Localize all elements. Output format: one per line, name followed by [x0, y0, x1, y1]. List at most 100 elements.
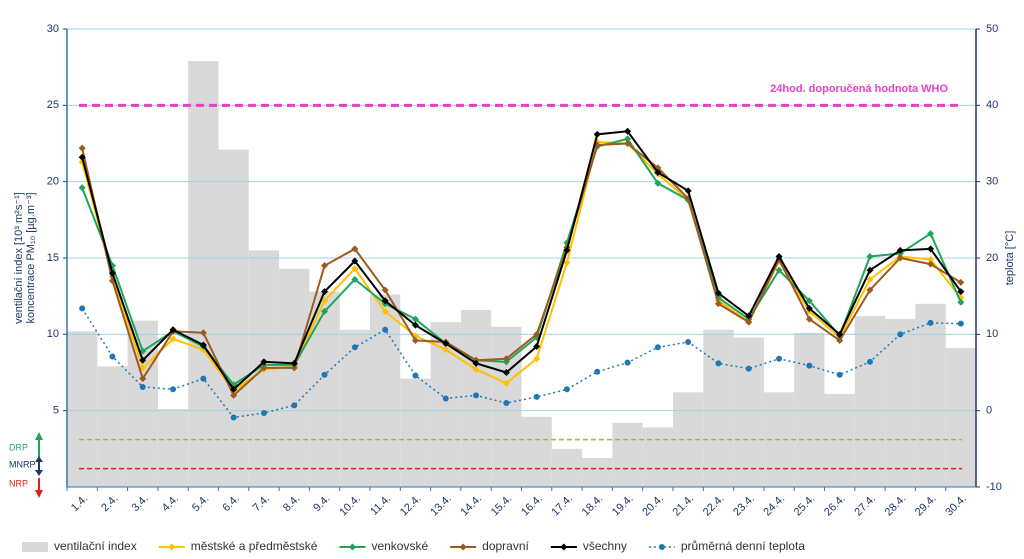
marker	[533, 330, 541, 338]
lines	[78, 127, 965, 421]
marker	[381, 307, 389, 315]
y-axis-title: koncentrace PM₁₀ [µg.m⁻³]	[25, 192, 37, 323]
marker	[745, 318, 753, 326]
marker	[199, 341, 207, 349]
x-tick-label: 21.4.	[671, 493, 697, 519]
marker	[351, 245, 359, 253]
x-tick-label: 16.4.	[519, 493, 545, 519]
line	[81, 307, 961, 419]
bar	[400, 378, 431, 487]
y2-tick-label: 30	[986, 176, 998, 188]
marker	[624, 359, 631, 366]
marker	[714, 300, 722, 308]
marker	[290, 364, 298, 372]
marker	[381, 286, 389, 294]
line	[81, 130, 962, 391]
grid	[67, 28, 976, 412]
marker	[866, 286, 874, 294]
marker	[927, 260, 935, 268]
marker	[503, 400, 510, 407]
reference-label: 24hod. doporučená hodnota WHO	[770, 83, 948, 95]
x-tick-label: 14.4.	[458, 493, 484, 519]
bar	[824, 393, 855, 487]
bar	[370, 294, 401, 487]
bar	[945, 348, 976, 487]
marker	[775, 266, 783, 274]
marker	[169, 335, 177, 343]
y2-tick-label: -10	[986, 481, 1002, 493]
bar	[854, 316, 886, 487]
marker	[230, 385, 238, 393]
threshold-arrows	[35, 432, 43, 498]
marker	[442, 346, 450, 354]
marker	[654, 344, 661, 351]
x-tick-label: 1.4.	[69, 493, 90, 514]
legend-label: ventilační index	[54, 539, 137, 553]
marker	[351, 257, 359, 265]
x-tick-label: 27.4.	[852, 493, 878, 519]
x-tick-label: 25.4.	[792, 493, 818, 519]
bar	[612, 422, 643, 487]
bar	[915, 303, 946, 487]
legend-marker	[459, 543, 467, 551]
x-tick-label: 9.4.	[311, 493, 332, 514]
bar	[885, 319, 916, 487]
marker	[230, 414, 237, 421]
marker	[776, 355, 783, 362]
marker	[78, 153, 86, 161]
y2-axis-title: teplota [°C]	[1004, 231, 1016, 286]
line	[81, 137, 962, 387]
marker	[714, 289, 722, 297]
x-tick-label: 3.4.	[129, 493, 150, 514]
x-tick-label: 10.4.	[337, 493, 363, 519]
bar	[97, 366, 128, 487]
marker	[897, 331, 904, 338]
marker	[473, 392, 480, 399]
marker	[927, 230, 935, 238]
y-tick-label: 5	[53, 405, 59, 417]
y2-tick-label: 0	[986, 405, 992, 417]
marker	[79, 305, 86, 312]
legend-label: venkovské	[371, 539, 428, 553]
x-tick-label: 12.4.	[398, 493, 424, 519]
x-tick-label: 20.4.	[640, 493, 666, 519]
marker	[896, 254, 904, 262]
marker	[594, 368, 601, 375]
x-tick-label: 11.4.	[368, 493, 393, 518]
marker	[321, 297, 329, 305]
marker	[200, 375, 207, 382]
x-tick-label: 22.4.	[701, 493, 727, 519]
bar	[157, 409, 189, 487]
marker	[563, 246, 571, 254]
marker	[836, 330, 844, 338]
marker	[593, 130, 601, 138]
marker	[442, 395, 449, 402]
marker	[805, 315, 813, 323]
x-tick-label: 24.4.	[761, 493, 787, 519]
marker	[502, 355, 510, 363]
marker	[169, 326, 177, 334]
marker	[866, 358, 873, 365]
bar	[521, 416, 552, 487]
marker	[351, 265, 359, 273]
threshold-label: DRP	[9, 442, 28, 452]
reference-lines	[79, 103, 962, 470]
bar	[703, 329, 734, 487]
x-tick-label: 26.4.	[822, 493, 848, 519]
marker	[533, 355, 541, 363]
x-tick-label: 28.4.	[883, 493, 909, 519]
marker	[957, 278, 965, 286]
bar	[339, 329, 370, 487]
x-tick-label: 2.4.	[99, 493, 120, 514]
marker	[745, 312, 753, 320]
marker	[805, 304, 813, 312]
marker	[805, 297, 813, 305]
y-tick-label: 20	[47, 176, 59, 188]
marker	[321, 262, 329, 270]
marker	[78, 184, 86, 192]
marker	[321, 288, 329, 296]
y-tick-label: 15	[47, 252, 59, 264]
bar	[218, 149, 249, 487]
y-tick-label: 25	[47, 99, 59, 111]
